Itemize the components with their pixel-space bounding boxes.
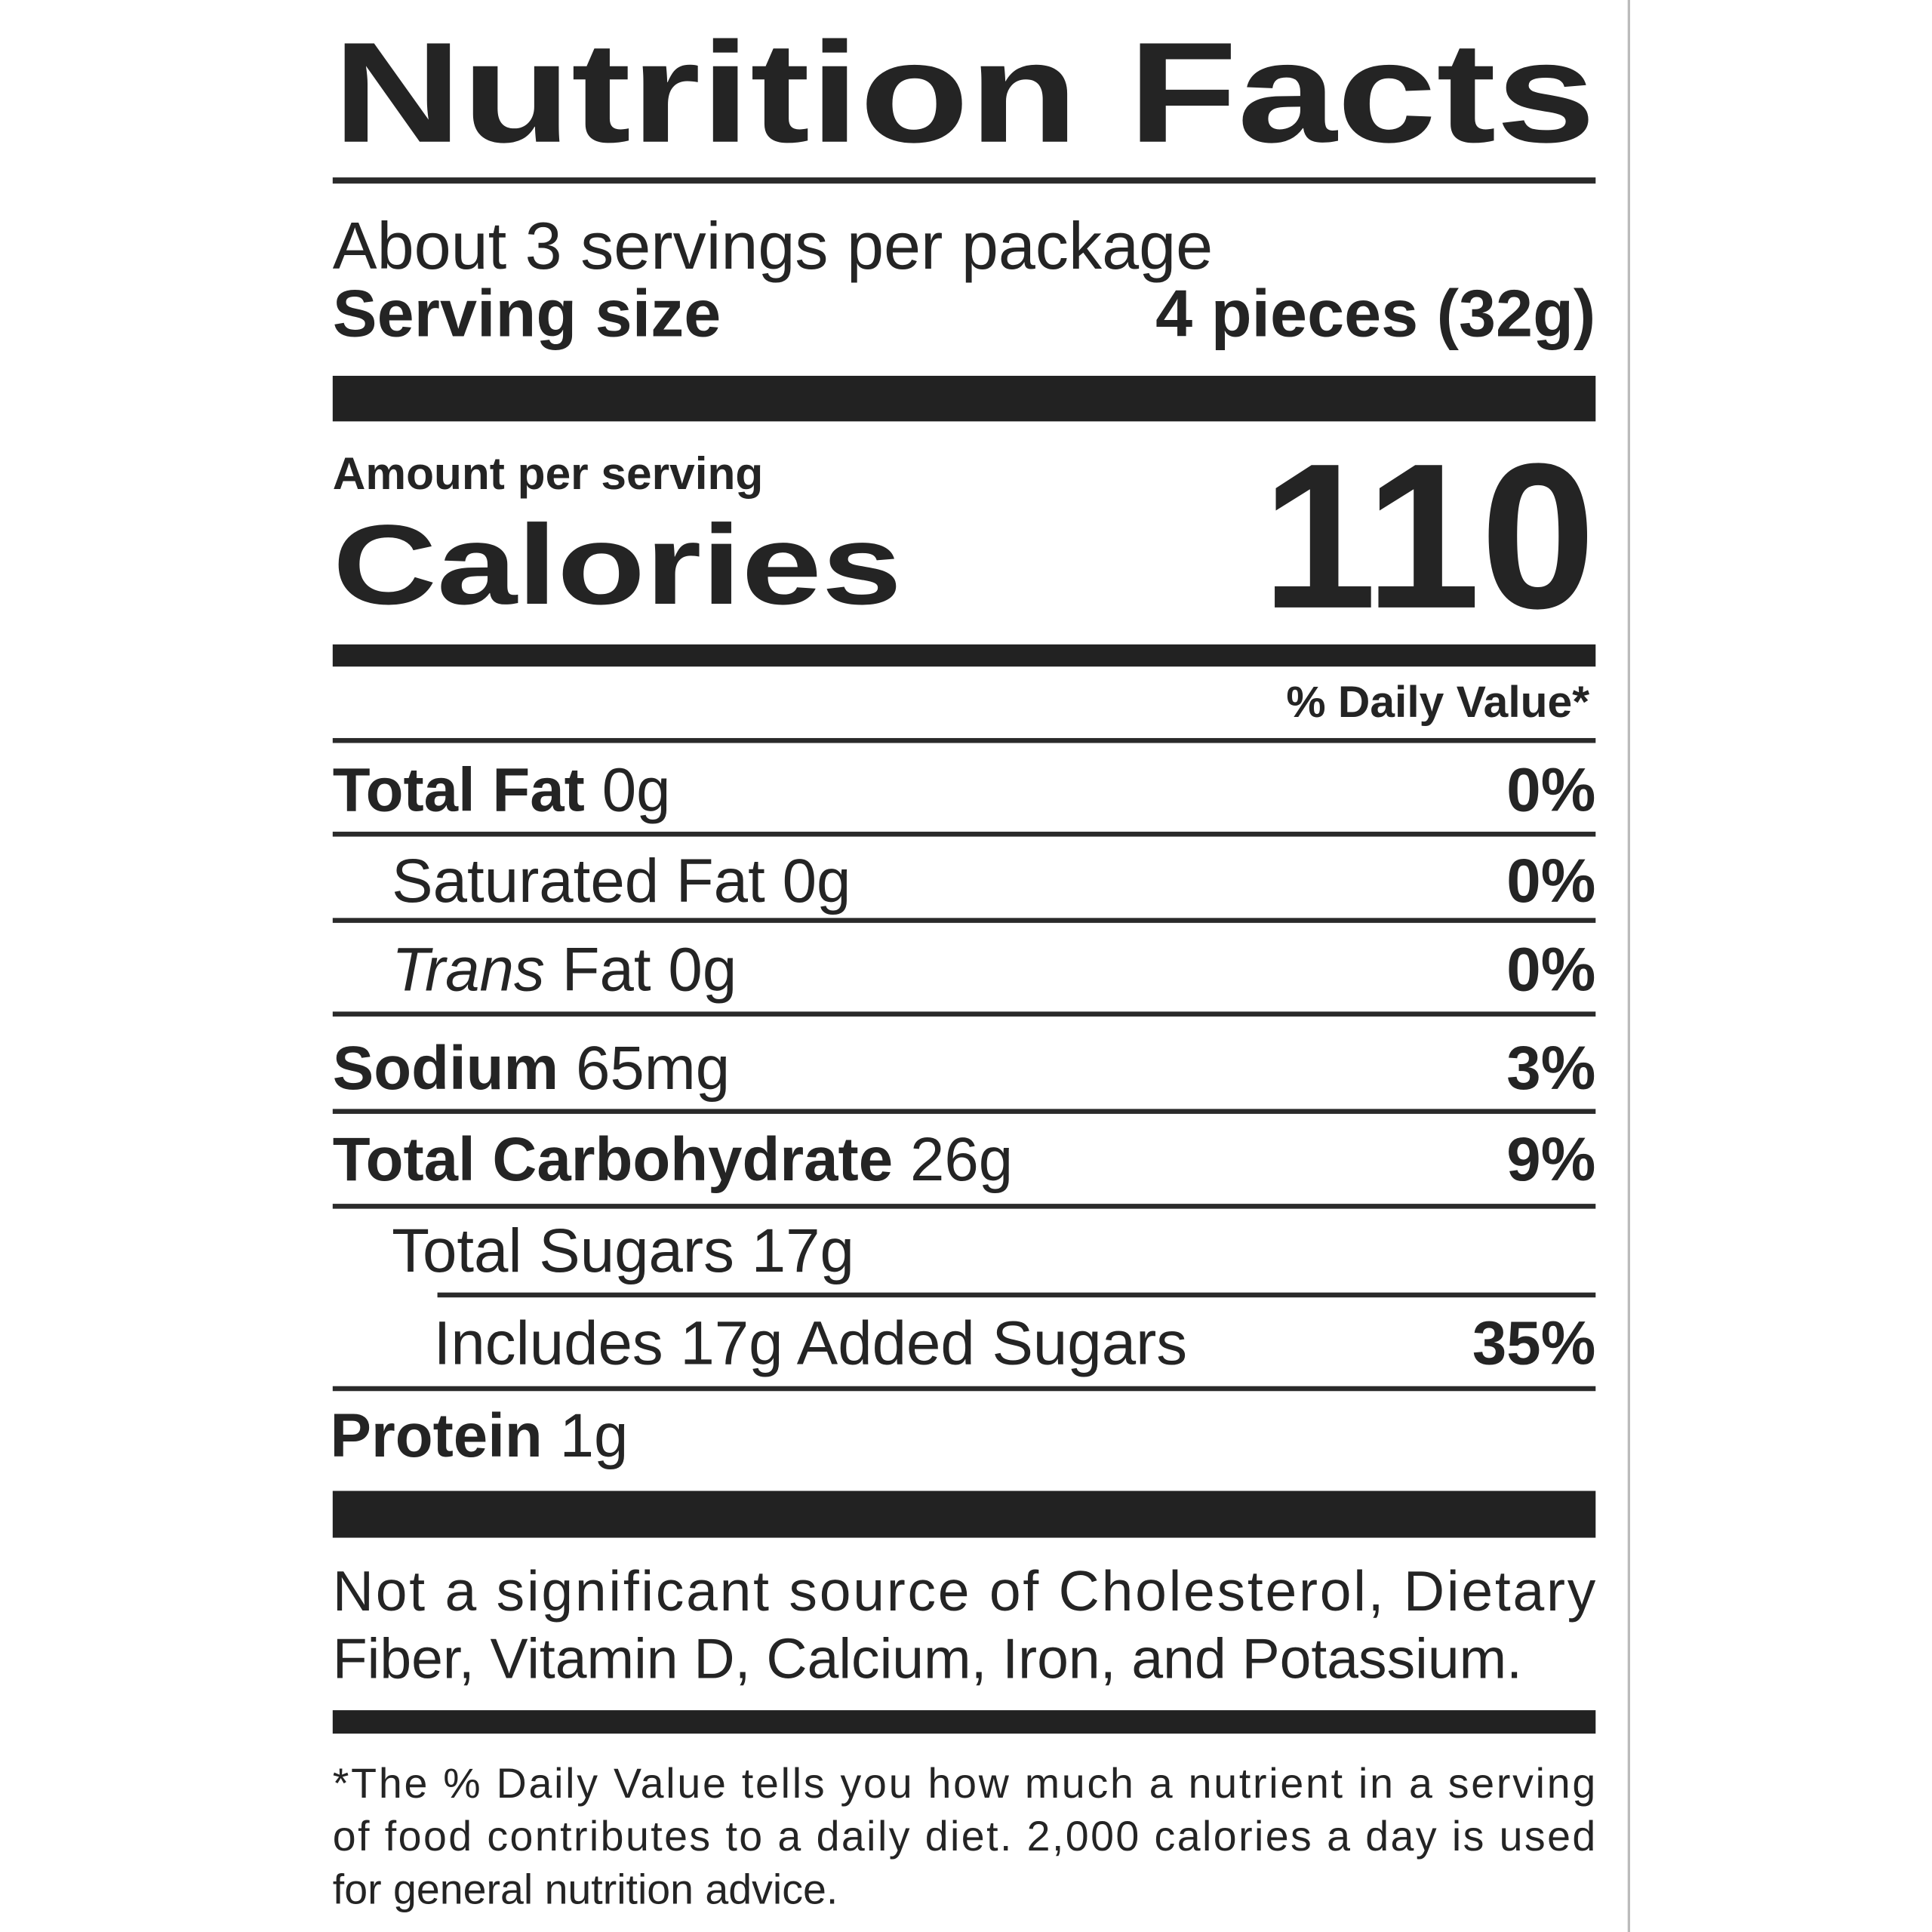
footnote-line: of food contributes to a daily diet. 2,0… xyxy=(333,1813,1595,1860)
nutrient-row: Protein 1g xyxy=(331,1401,629,1470)
calories-label: Calories xyxy=(333,501,902,628)
daily-value: 35% xyxy=(1472,1309,1595,1377)
nutrient-name: Protein xyxy=(331,1401,543,1470)
rule xyxy=(332,1011,1596,1017)
rule xyxy=(332,1386,1596,1392)
serving-size-value: 4 pieces (32g) xyxy=(1155,276,1595,351)
nutrient-row: Saturated Fat 0g xyxy=(392,847,851,915)
rule xyxy=(332,1204,1596,1209)
nutrient-name: Fat xyxy=(562,936,651,1004)
daily-value: 3% xyxy=(1506,1034,1595,1103)
nutrient-amount: 1g xyxy=(560,1401,629,1470)
daily-value-header: % Daily Value* xyxy=(1286,678,1589,727)
nutrient-amount: 0g xyxy=(783,847,851,915)
rule xyxy=(332,832,1596,837)
nutrient-name: Total Carbohydrate xyxy=(333,1125,893,1194)
nutrient-row: Total Carbohydrate 26g xyxy=(333,1125,1013,1194)
note: Not a significant source of Cholesterol,… xyxy=(333,1559,1596,1690)
nutrient-amount: 0g xyxy=(602,755,671,824)
thick-bar xyxy=(332,375,1596,422)
footnote: *The % Daily Value tells you how much a … xyxy=(333,1760,1595,1912)
footnote-line: for general nutrition advice. xyxy=(333,1866,838,1912)
note-line: Fiber, Vitamin D, Calcium, Iron, and Pot… xyxy=(333,1627,1522,1690)
nutrient-rows: Total Fat 0g 0%Saturated Fat 0g 0%Trans Fat 0g… xyxy=(331,755,1596,1470)
nutrient-amount: 65mg xyxy=(576,1034,730,1103)
calories-value: 110 xyxy=(1262,421,1595,652)
medium-bar xyxy=(332,1710,1596,1734)
nutrient-name-italic: Trans xyxy=(392,936,545,1004)
rule xyxy=(437,1292,1596,1298)
thick-bar xyxy=(332,1491,1596,1538)
rule xyxy=(332,177,1596,184)
nutrient-amount: 26g xyxy=(910,1125,1013,1194)
nutrient-amount: 17g xyxy=(752,1217,854,1285)
note-line: Not a significant source of Cholesterol,… xyxy=(333,1559,1596,1623)
rule xyxy=(332,737,1596,743)
rule xyxy=(332,918,1596,923)
footnote-line: *The % Daily Value tells you how much a … xyxy=(333,1760,1595,1807)
daily-value: 0% xyxy=(1506,847,1595,915)
serving-size-label: Serving size xyxy=(333,276,721,351)
nutrient-row: Includes 17g Added Sugars xyxy=(434,1309,1187,1377)
nutrient-amount: 0g xyxy=(668,936,737,1004)
servings-per-package: About 3 servings per package xyxy=(333,208,1213,283)
title: Nutrition Facts xyxy=(333,14,1595,173)
daily-value: 0% xyxy=(1506,936,1595,1004)
nutrient-name: Saturated Fat xyxy=(392,847,765,915)
nutrient-row: Sodium 65mg xyxy=(333,1034,730,1103)
nutrient-name: Sodium xyxy=(333,1034,558,1103)
nutrient-row: Total Fat 0g xyxy=(333,755,671,824)
daily-value: 0% xyxy=(1506,755,1595,824)
nutrient-row: Total Sugars 17g xyxy=(392,1217,854,1285)
medium-bar xyxy=(332,644,1596,667)
rule xyxy=(332,1109,1596,1114)
nutrient-row: Trans Fat 0g xyxy=(392,936,737,1004)
nutrient-name: Includes 17g Added Sugars xyxy=(434,1309,1187,1377)
nutrient-name: Total Fat xyxy=(333,755,585,824)
amount-per-serving: Amount per serving xyxy=(333,448,763,499)
nutrient-name: Total Sugars xyxy=(392,1217,734,1285)
daily-value: 9% xyxy=(1506,1125,1595,1194)
